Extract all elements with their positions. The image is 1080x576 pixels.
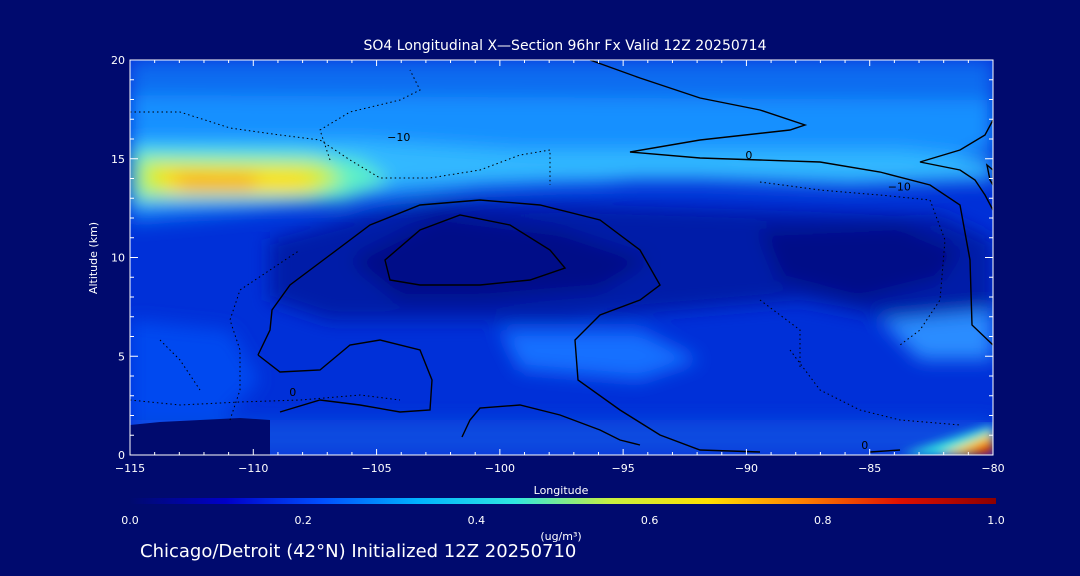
colorbar-tick-label: 0.6 (641, 514, 659, 527)
y-tick-label: 15 (111, 153, 125, 166)
x-tick-label: −85 (858, 462, 881, 475)
y-tick-label: 10 (111, 252, 125, 265)
footer-caption: Chicago/Detroit (42°N) Initialized 12Z 2… (140, 541, 577, 562)
x-axis-label: Longitude (534, 484, 589, 497)
y-axis: 0 5 10 15 20 (111, 54, 993, 462)
x-tick-label: −100 (485, 462, 515, 475)
contour-label: 0 (861, 439, 868, 452)
colorbar (130, 498, 996, 504)
field-shading (130, 60, 993, 455)
dotted-contours (130, 69, 961, 426)
plot-field (130, 60, 993, 455)
x-tick-label: −90 (735, 462, 758, 475)
colorbar-tick-label: 1.0 (987, 514, 1005, 527)
contour-label: 0 (745, 149, 752, 162)
surface-hotspot (900, 425, 993, 455)
colorbar-ticks: 0.0 0.2 0.4 0.6 0.8 1.0 (121, 514, 1005, 527)
solid-contours (257, 60, 993, 453)
x-axis: −115 −110 −105 −100 −95 −90 −85 −80 (115, 60, 1005, 475)
colorbar-tick-label: 0.4 (468, 514, 486, 527)
y-axis-label: Altitude (km) (87, 222, 100, 294)
contour-label: 0 (289, 386, 296, 399)
chart-title: SO4 Longitudinal X—Section 96hr Fx Valid… (364, 38, 767, 54)
colorbar-tick-label: 0.2 (294, 514, 312, 527)
y-tick-label: 20 (111, 54, 125, 67)
colorbar-tick-label: 0.0 (121, 514, 139, 527)
colorbar-unit: (ug/m³) (540, 530, 581, 543)
terrain-mask (130, 418, 270, 455)
contour-label: −10 (888, 180, 911, 193)
x-tick-label: −80 (981, 462, 1004, 475)
y-tick-label: 5 (118, 350, 125, 363)
x-tick-label: −105 (361, 462, 391, 475)
contour-label: −10 (387, 131, 410, 144)
colorbar-tick-label: 0.8 (814, 514, 832, 527)
x-tick-label: −110 (238, 462, 268, 475)
x-tick-label: −95 (612, 462, 635, 475)
contour-labels: 0 −10 −10 0 0 (289, 131, 911, 452)
y-tick-label: 0 (118, 449, 125, 462)
x-tick-label: −115 (115, 462, 145, 475)
